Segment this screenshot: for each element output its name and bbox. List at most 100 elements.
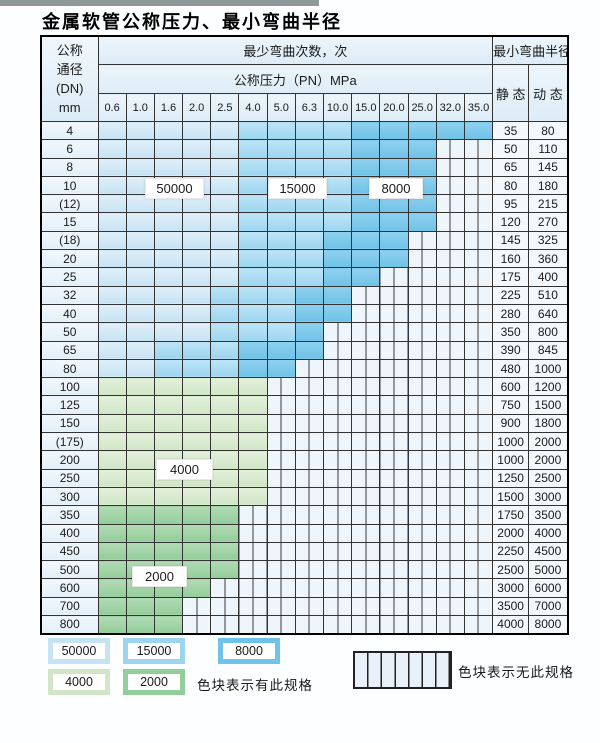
no-spec-cell [407,486,437,507]
table-row: 400 2000 4000 [40,523,569,543]
spec-cell-M [294,139,325,159]
spec-cell-G4 [238,486,268,507]
table-row: 450 2250 4500 [40,541,569,562]
dn-label: 65 [40,340,99,360]
no-spec-cell [351,450,381,470]
spec-cell-D [351,249,381,269]
spec-cell-G4 [210,432,240,452]
dynamic-value: 8000 [528,615,569,635]
spec-cell-M [266,285,296,305]
spec-cell-D [463,120,494,141]
no-spec-cell [322,377,353,397]
no-spec-cell [407,468,437,488]
no-spec-cell [266,523,296,543]
no-spec-cell [379,596,409,617]
region-label-8000: 8000 [369,178,423,199]
dn-label: 32 [40,285,99,305]
no-spec-cell [379,285,409,305]
no-spec-cell [266,377,296,397]
dynamic-value: 110 [528,139,569,159]
no-spec-cell [351,578,381,598]
static-value: 2250 [492,541,530,562]
dynamic-value: 4000 [528,523,569,543]
no-spec-cell [463,541,494,562]
spec-cell-G2 [153,523,184,543]
page-title: 金属软管公称压力、最小弯曲半径 [42,12,342,33]
no-spec-cell [379,615,409,635]
no-spec-cell [294,523,325,543]
spec-cell-D [351,139,381,159]
spec-cell-L [153,322,184,342]
no-spec-cell [407,358,437,379]
spec-cell-G2 [210,560,240,580]
spec-cell-G2 [125,523,155,543]
spec-cell-L [182,303,212,324]
pressure-tick: 35.0 [463,93,494,122]
no-spec-cell [407,340,437,360]
dynamic-value: 2500 [528,468,569,488]
spec-cell-G2 [153,596,184,617]
spec-cell-M [294,267,325,287]
pressure-tick: 1.0 [125,93,155,122]
spec-cell-L [125,120,155,141]
table-row: 700 3500 7000 [40,596,569,617]
no-spec-cell [266,541,296,562]
no-spec-cell [435,450,465,470]
no-spec-cell [379,322,409,342]
spec-cell-M [266,120,296,141]
legend-swatch-15000: 15000 [123,638,185,664]
static-value: 95 [492,194,530,214]
spec-cell-G4 [153,377,184,397]
no-spec-cell [322,486,353,507]
no-spec-cell [294,450,325,470]
header-nominal-pressure: 公称压力（PN）MPa [97,64,494,94]
legend-note-has-spec: 色块表示有此规格 [197,678,313,693]
dn-label: 6 [40,139,99,159]
spec-cell-G2 [97,578,127,598]
no-spec-cell [463,468,494,488]
spec-cell-D [266,340,296,360]
spec-cell-G4 [182,377,212,397]
no-spec-cell [435,413,465,434]
table-row: 80 480 1000 [40,358,569,379]
spec-cell-L [97,175,127,196]
spec-cell-L [210,120,240,141]
dynamic-value: 325 [528,230,569,251]
no-spec-cell [463,139,494,159]
dynamic-value: 800 [528,322,569,342]
static-value: 1250 [492,468,530,488]
dynamic-value: 4500 [528,541,569,562]
dn-label: 150 [40,413,99,434]
spec-cell-D [379,157,409,177]
no-spec-cell [322,541,353,562]
no-spec-cell [463,303,494,324]
no-spec-cell [294,560,325,580]
dn-label: 100 [40,377,99,397]
spec-cell-M [266,249,296,269]
spec-cell-M [266,139,296,159]
spec-cell-M [238,267,268,287]
spec-cell-M [210,358,240,379]
no-spec-cell [407,560,437,580]
spec-cell-L [97,120,127,141]
spec-cell-G4 [210,413,240,434]
no-spec-cell [435,541,465,562]
legend-swatch-label: 4000 [53,674,105,690]
spec-cell-M [238,249,268,269]
no-spec-cell [463,285,494,305]
page-top-bar [0,0,319,6]
spec-cell-G4 [125,395,155,415]
spec-cell-M [322,157,353,177]
dn-label: 300 [40,486,99,507]
no-spec-cell [407,578,437,598]
spec-cell-L [210,267,240,287]
no-spec-cell [407,303,437,324]
spec-cell-M [153,358,184,379]
header-min-bend-radius: 最小弯曲半径 [492,35,569,65]
spec-cell-M [322,212,353,232]
no-spec-cell [463,615,494,635]
table-row: (12) 95 215 [40,194,569,214]
spec-cell-L [125,358,155,379]
spec-cell-L [97,322,127,342]
table-row: 100 600 1200 [40,377,569,397]
